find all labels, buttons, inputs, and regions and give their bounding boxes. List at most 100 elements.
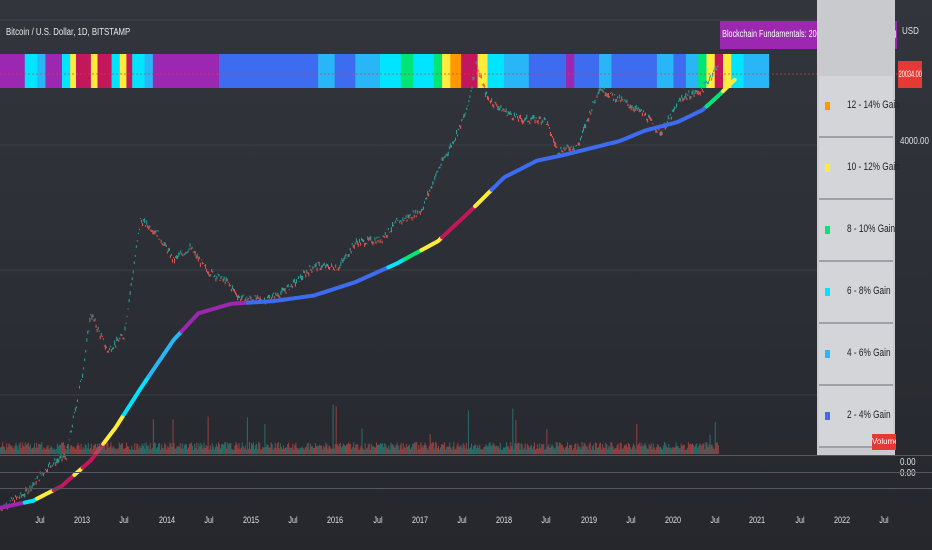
volume-bar: [391, 444, 393, 454]
ma-line-segment: [121, 374, 151, 417]
volume-bar: [63, 442, 65, 454]
volume-bar: [390, 442, 392, 454]
heatmap-segment: [413, 54, 435, 88]
heatmap-segment: [152, 54, 220, 88]
volume-bar: [185, 444, 187, 454]
volume-bar: [361, 428, 363, 454]
volume-bar: [200, 443, 202, 454]
volume-bar: [678, 448, 680, 454]
volume-bar: [594, 442, 596, 454]
volume-bar: [561, 444, 563, 454]
volume-bar: [550, 446, 552, 454]
volume-bar: [635, 448, 637, 454]
heatmap-segment: [487, 54, 505, 88]
volume-bar: [98, 446, 100, 454]
volume-bar: [75, 449, 77, 454]
volume-bar: [446, 446, 448, 454]
heatmap-segment: [461, 54, 479, 88]
legend-label: 4 - 6% Gain: [847, 347, 891, 359]
volume-bar: [536, 448, 538, 454]
volume-bar: [143, 443, 145, 454]
volume-bar: [528, 447, 530, 454]
volume-bar: [417, 449, 419, 454]
pane-separator[interactable]: [0, 472, 932, 473]
volume-bar: [591, 446, 593, 454]
volume-bar: [203, 442, 205, 454]
volume-bar: [605, 442, 607, 454]
volume-bar: [95, 443, 97, 454]
volume-bar: [629, 444, 631, 454]
volume-bar: [527, 445, 529, 454]
volume-bar: [546, 429, 548, 454]
volume-bar: [244, 445, 246, 454]
volume-bar: [189, 443, 191, 454]
volume-bar: [43, 447, 45, 454]
volume-bar: [319, 444, 321, 454]
volume-bar: [233, 449, 235, 454]
volume-bar: [36, 442, 38, 454]
volume-bar: [226, 448, 228, 454]
volume-bar: [429, 434, 431, 454]
volume-bar: [300, 447, 302, 454]
volume-bar: [392, 444, 394, 454]
volume-bar: [448, 446, 450, 454]
legend-item: 8 - 10% Gain: [819, 200, 895, 262]
volume-bar: [567, 442, 569, 454]
volume-bar: [308, 449, 310, 454]
volume-bar: [376, 445, 378, 454]
volume-bar: [441, 444, 443, 454]
volume-bar: [595, 442, 597, 454]
volume-bar: [694, 446, 696, 454]
volume-bar: [607, 449, 609, 454]
volume-bar: [59, 444, 61, 454]
volume-bar: [181, 443, 183, 454]
volume-bar: [653, 447, 655, 454]
volume-bar: [237, 448, 239, 454]
volume-bar: [172, 419, 174, 454]
volume-bar: [428, 445, 430, 454]
volume-bar: [523, 447, 525, 454]
volume-bar: [556, 442, 558, 454]
volume-bar: [670, 447, 672, 454]
volume-bar: [609, 447, 611, 454]
volume-bar: [648, 444, 650, 454]
volume-bar: [68, 445, 70, 454]
legend-item: 12 - 14% Gain: [819, 76, 900, 138]
volume-bar: [650, 443, 652, 454]
volume-bar: [208, 449, 210, 454]
volume-bar: [485, 444, 487, 454]
volume-bar: [469, 447, 471, 454]
volume-bar: [351, 449, 353, 454]
ma-line-segment: [22, 497, 39, 505]
volume-bar: [646, 448, 648, 454]
volume-bar: [703, 443, 705, 454]
volume-bar: [78, 445, 80, 454]
volume-bar: [324, 447, 326, 454]
volume-bar: [8, 443, 10, 454]
volume-bar: [1, 446, 3, 454]
volume-bar: [516, 443, 518, 454]
volume-bar: [366, 447, 368, 454]
legend-item: 10 - 12% Gain: [819, 138, 900, 200]
volume-bar: [152, 419, 154, 454]
volume-bar: [652, 443, 654, 454]
volume-bar: [675, 442, 677, 454]
pane-separator[interactable]: [0, 455, 932, 456]
volume-bar: [263, 447, 265, 454]
volume-bar: [316, 446, 318, 454]
volume-bar: [10, 445, 12, 454]
volume-bar: [476, 448, 478, 454]
time-axis-label: 2017: [411, 515, 428, 525]
volume-bar: [405, 443, 407, 454]
volume-bar: [242, 446, 244, 454]
volume-bar: [323, 445, 325, 454]
volume-bar: [365, 448, 367, 454]
volume-bar: [269, 447, 271, 454]
volume-bar: [514, 443, 516, 454]
volume-bar: [403, 446, 405, 454]
volume-bar: [692, 443, 694, 454]
volume-bar: [406, 446, 408, 454]
ma-line-segment: [489, 104, 709, 192]
